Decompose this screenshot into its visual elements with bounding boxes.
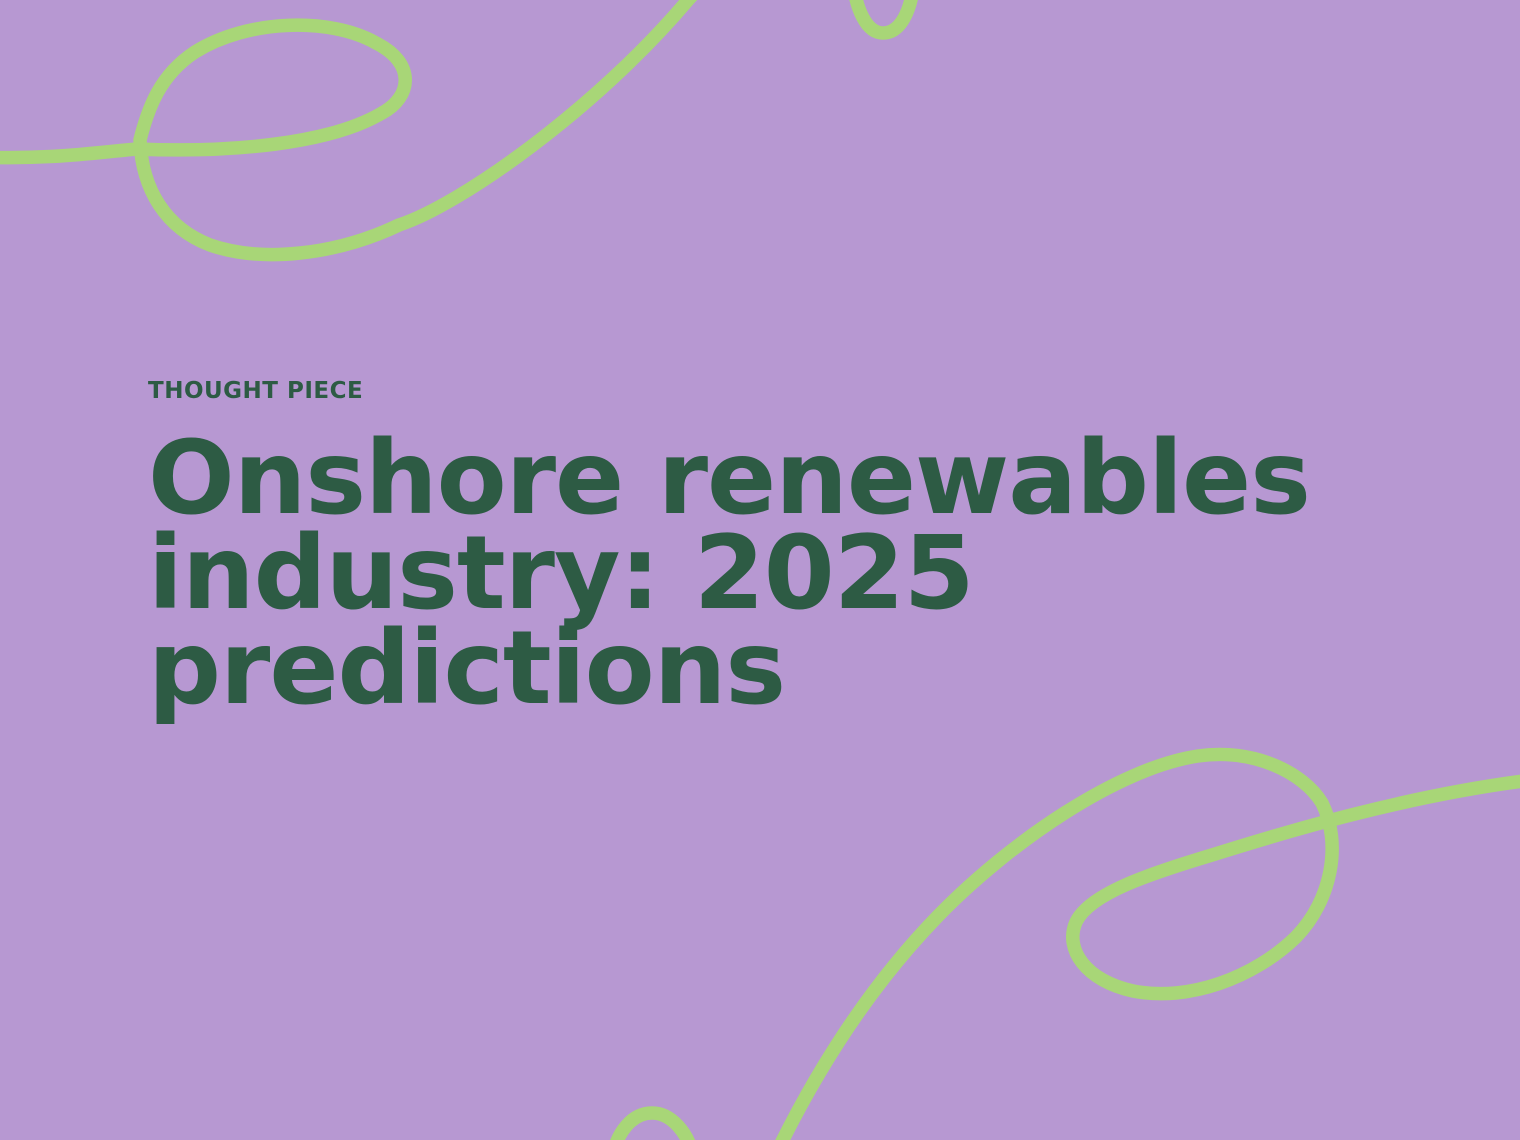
eyebrow-label: THOUGHT PIECE bbox=[148, 378, 364, 404]
page-title-line-3: predictions bbox=[148, 609, 786, 729]
squiggle-top-left-loop-icon bbox=[0, 0, 698, 262]
squiggle-bottom-right-loop-icon bbox=[775, 747, 1520, 1140]
squiggle-top-u-icon bbox=[849, 0, 918, 40]
page-title-line-2: industry: 2025 bbox=[148, 514, 975, 634]
page-title: Onshore renewables industry: 2025 predic… bbox=[148, 419, 1408, 729]
page-title-line-1: Onshore renewables bbox=[148, 419, 1311, 539]
squiggle-bottom-arch-icon bbox=[610, 1106, 696, 1140]
hero-section: THOUGHT PIECE Onshore renewables industr… bbox=[148, 378, 1408, 729]
